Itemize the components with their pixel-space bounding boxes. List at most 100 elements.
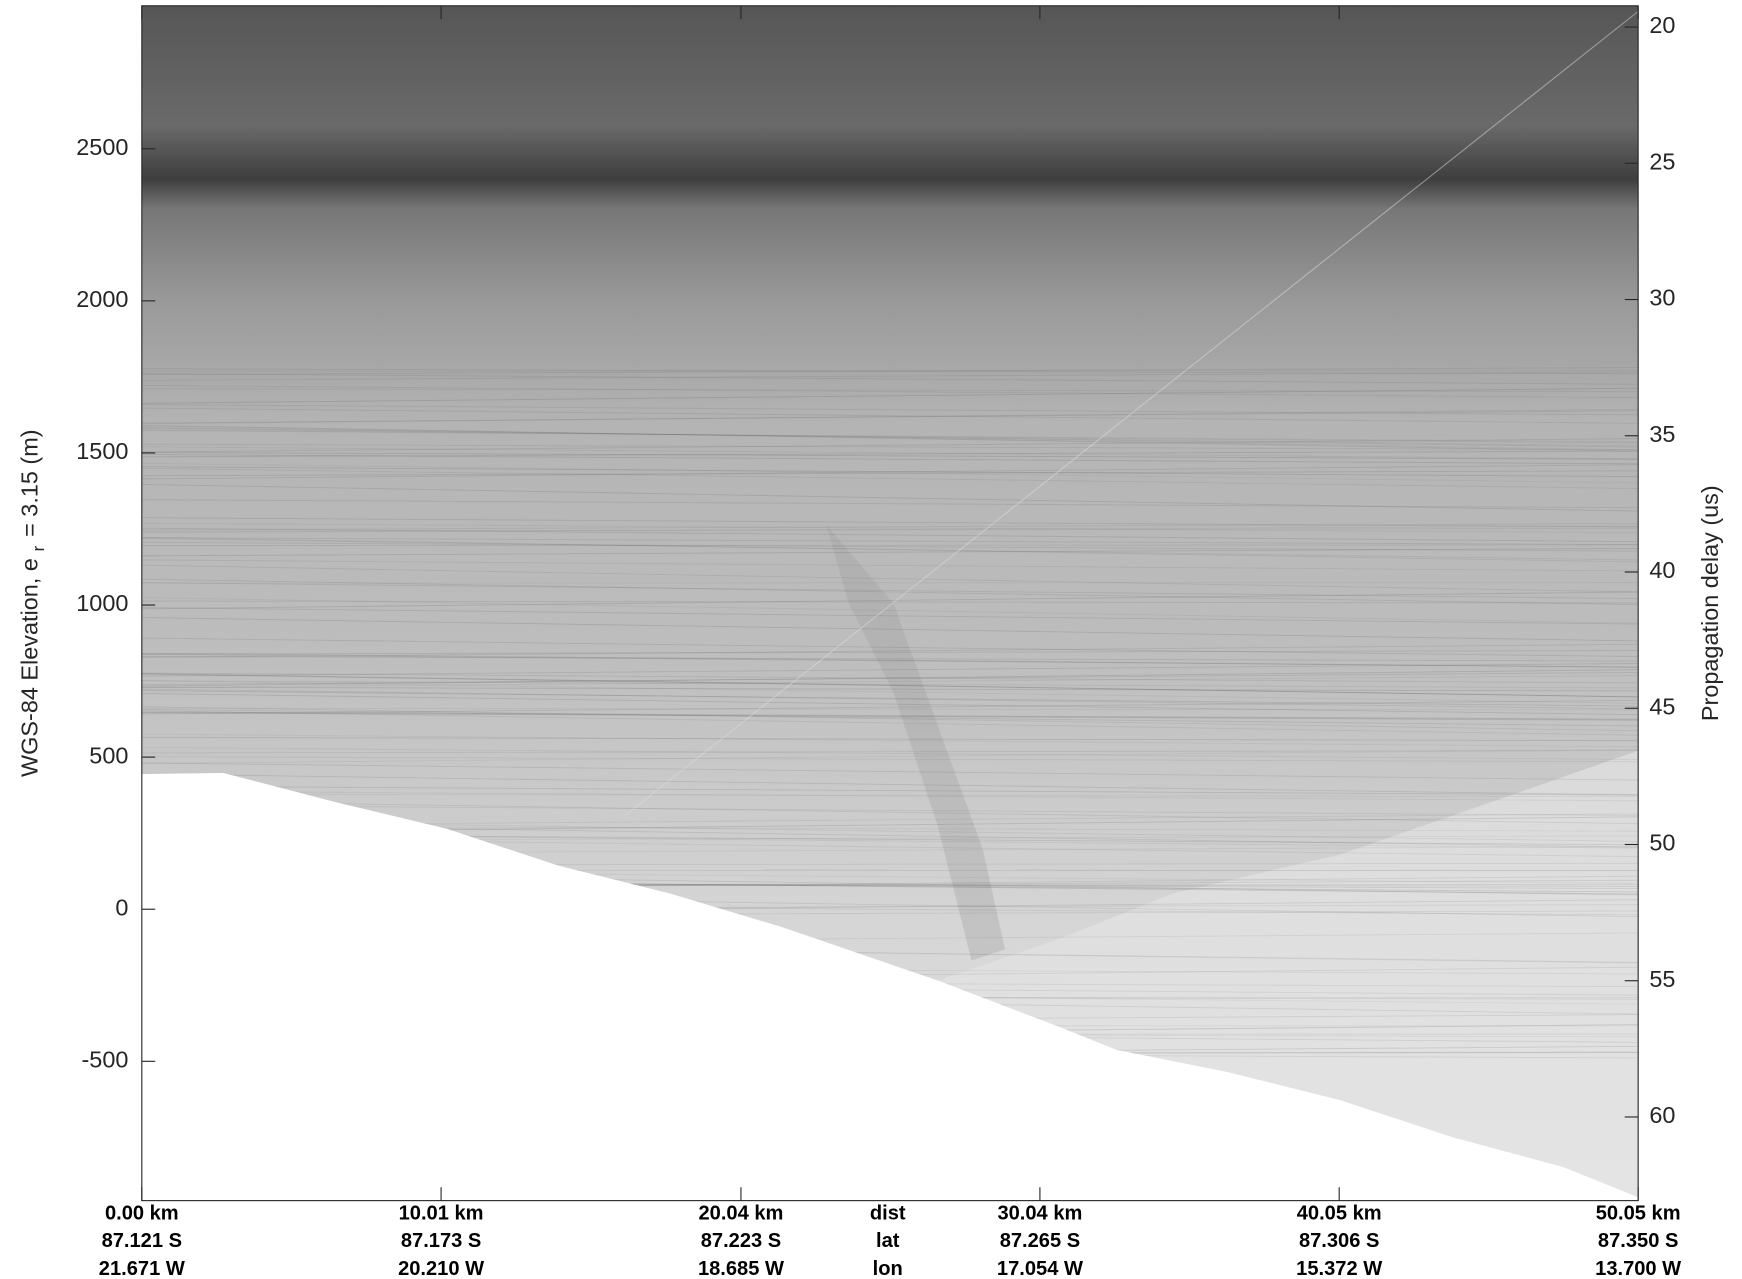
layer-texture	[141, 582, 1639, 599]
layer-texture	[141, 427, 1639, 447]
layer-texture	[141, 673, 1639, 698]
x-lat-label: 87.223 S	[701, 1230, 781, 1252]
layer-texture	[141, 656, 1639, 662]
layer-texture	[141, 517, 1639, 528]
layer-texture	[141, 597, 1639, 624]
layer-texture	[141, 671, 1639, 686]
layer-texture	[141, 699, 1639, 715]
layer-texture	[141, 544, 1639, 547]
layer-texture	[141, 559, 1639, 572]
layer-texture	[141, 438, 1639, 453]
layer-texture	[141, 427, 1639, 448]
y-tick-label: 1500	[76, 438, 128, 464]
y2-tick-label: 55	[1649, 966, 1675, 992]
y2-tick-label: 60	[1649, 1102, 1675, 1128]
layer-texture	[141, 408, 1639, 425]
layer-texture	[141, 617, 1639, 642]
y-axis-label: WGS-84 Elevation, e r = 3.15 (m)	[16, 429, 48, 777]
layer-texture	[141, 466, 1639, 478]
y-tick-label: 0	[115, 894, 128, 920]
layer-texture	[141, 680, 1639, 689]
y-tick-label: 500	[89, 742, 128, 768]
layer-texture	[141, 673, 1639, 698]
x-tick-label: 50.05 km	[1596, 1202, 1681, 1224]
y2-tick-label: 40	[1649, 557, 1675, 583]
layer-texture	[141, 693, 1639, 716]
layer-texture	[141, 800, 1639, 825]
layer-texture	[141, 733, 1639, 748]
layer-texture	[141, 369, 1639, 372]
layer-texture	[141, 707, 1639, 711]
y2-tick-label: 50	[1649, 830, 1675, 856]
layer-texture	[141, 712, 1639, 721]
layer-texture	[141, 793, 1639, 798]
layer-texture	[141, 710, 1639, 736]
layer-texture	[141, 536, 1639, 563]
y-tick-label: -500	[81, 1046, 128, 1072]
layer-texture	[141, 388, 1639, 393]
layer-texture	[141, 564, 1639, 593]
layer-texture	[141, 748, 1639, 764]
layer-texture	[141, 454, 1639, 465]
layer-texture	[141, 669, 1639, 687]
layer-texture	[141, 443, 1639, 451]
layer-texture	[141, 446, 1639, 460]
x-lon-label: 21.671 W	[99, 1258, 185, 1279]
layer-texture	[141, 756, 1639, 763]
x-lat-label: 87.350 S	[1598, 1230, 1678, 1252]
layer-texture	[141, 371, 1639, 381]
layer-texture	[141, 430, 1639, 443]
layer-texture	[141, 410, 1639, 424]
layer-texture	[141, 785, 1639, 796]
y2-tick-label: 45	[1649, 693, 1675, 719]
y2-tick-label: 35	[1649, 421, 1675, 447]
layer-texture	[141, 404, 1639, 416]
layer-texture	[141, 711, 1639, 720]
layer-texture	[141, 547, 1639, 557]
y2-axis-label: Propagation delay (us)	[1697, 485, 1723, 721]
row-name: lat	[876, 1230, 900, 1252]
layer-texture	[141, 672, 1639, 684]
layer-texture	[141, 373, 1639, 385]
layer-texture	[141, 470, 1639, 477]
layer-texture	[141, 387, 1639, 404]
layer-texture	[141, 591, 1639, 610]
layer-texture	[141, 690, 1639, 707]
layer-texture	[141, 483, 1639, 512]
echogram-image	[141, 5, 1639, 1202]
y2-tick-label: 25	[1649, 148, 1675, 174]
layer-texture	[141, 663, 1639, 677]
x-tick-label: 30.04 km	[997, 1202, 1082, 1224]
x-tick-label: 40.05 km	[1297, 1202, 1382, 1224]
x-lat-label: 87.173 S	[401, 1230, 481, 1252]
row-name: lon	[873, 1258, 903, 1279]
layer-texture	[141, 675, 1639, 688]
layer-texture	[141, 450, 1639, 458]
plot-frame	[141, 5, 1639, 1202]
layer-texture	[141, 653, 1639, 668]
layer-texture	[141, 429, 1639, 444]
layer-texture	[141, 650, 1639, 655]
layer-texture	[141, 762, 1639, 781]
x-tick-label: 0.00 km	[105, 1202, 179, 1224]
layer-texture	[141, 424, 1639, 452]
layer-texture	[141, 499, 1639, 509]
bed-below	[141, 772, 1639, 1202]
y-tick-label: 2000	[76, 286, 128, 312]
layer-texture	[141, 384, 1639, 399]
layer-texture	[141, 538, 1639, 561]
layer-texture	[141, 747, 1639, 760]
layer-texture	[141, 607, 1639, 625]
layer-texture	[141, 790, 1639, 802]
layer-texture	[141, 750, 1639, 754]
shadow-band	[826, 525, 1005, 961]
y-label-main: WGS-84 Elevation, e	[16, 558, 42, 777]
layer-texture	[141, 467, 1639, 489]
layer-texture	[141, 407, 1639, 424]
x-lon-label: 18.685 W	[698, 1258, 784, 1279]
layer-texture	[141, 527, 1639, 532]
x-lon-label: 20.210 W	[398, 1258, 484, 1279]
artifact-line	[624, 10, 1639, 816]
